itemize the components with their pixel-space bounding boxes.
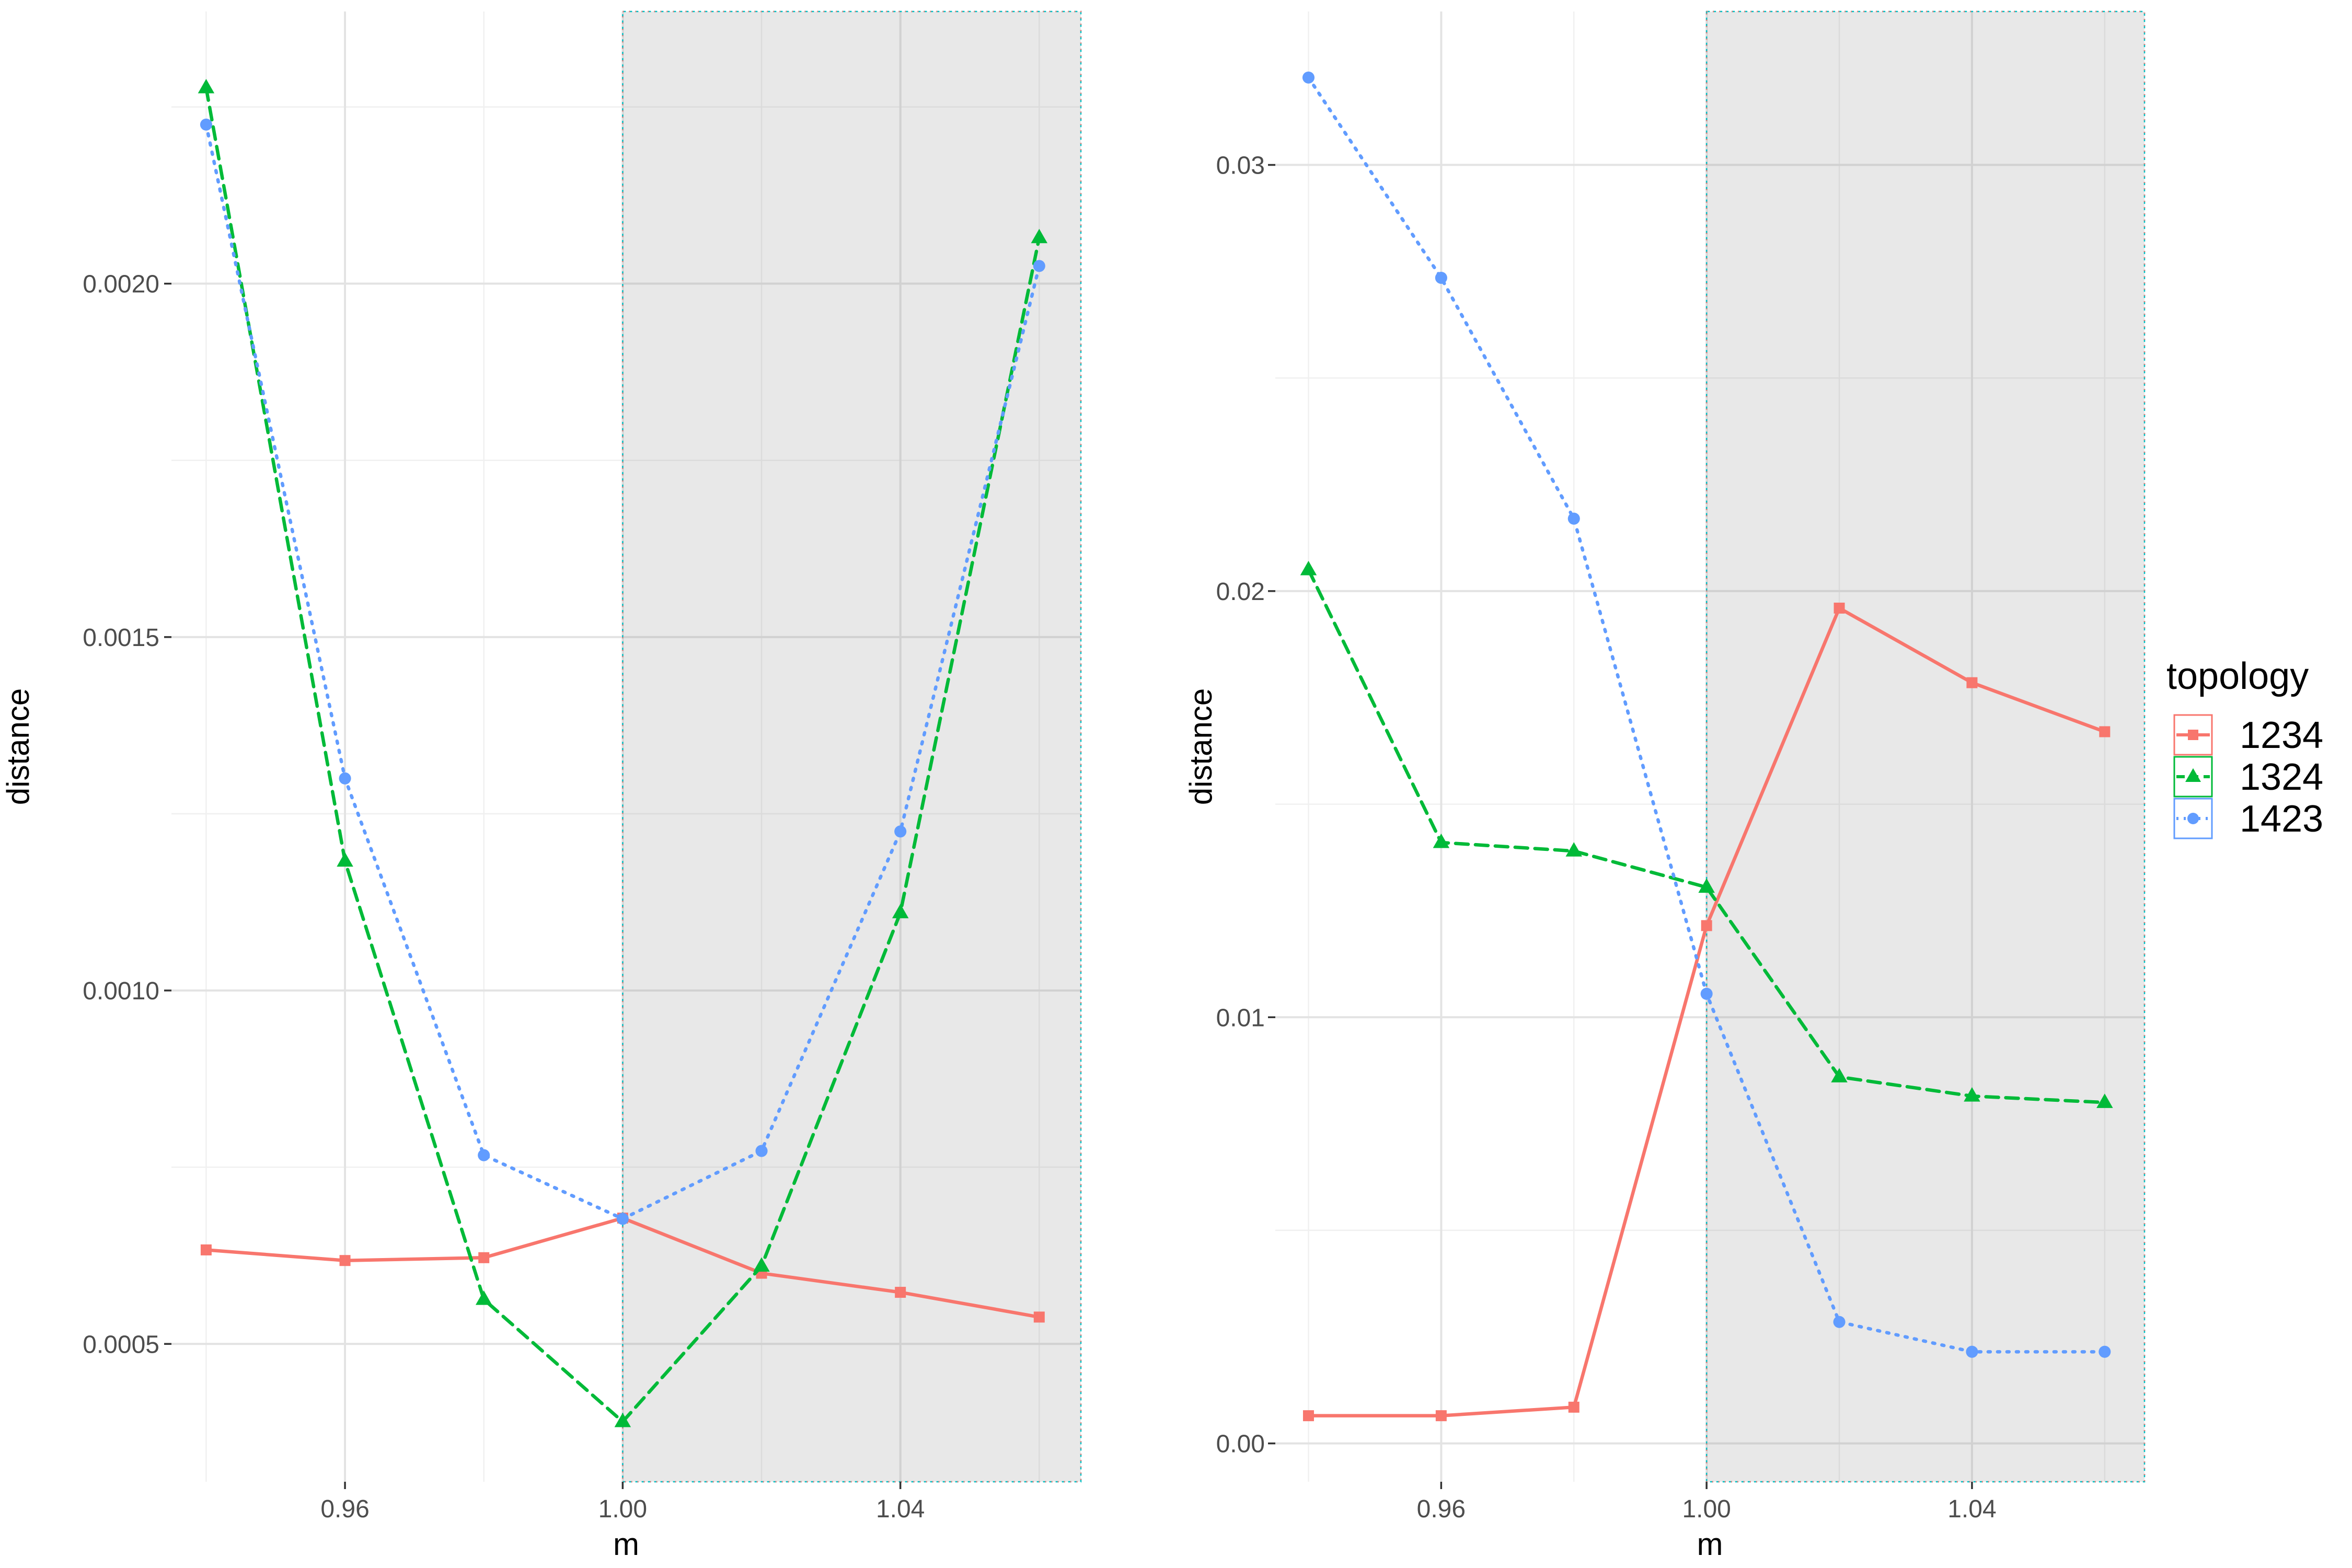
- data-point-1324: [1031, 228, 1048, 244]
- data-point-1234: [1834, 603, 1845, 614]
- data-point-1324: [1964, 1087, 1980, 1102]
- data-point-1234: [1435, 1410, 1447, 1422]
- data-point-1324: [892, 904, 909, 918]
- data-point-1423: [1833, 1316, 1846, 1328]
- data-point-1234: [895, 1287, 906, 1298]
- data-point-1423: [755, 1145, 768, 1157]
- data-point-1423: [2099, 1345, 2111, 1358]
- data-point-1234: [2099, 726, 2111, 737]
- data-point-1324: [337, 852, 353, 867]
- data-point-1324: [614, 1412, 631, 1427]
- data-point-1234: [1302, 1410, 1314, 1422]
- data-point-1324: [1698, 878, 1715, 893]
- legend-label-1423: 1423: [2240, 798, 2323, 840]
- y-axis-title: distance: [1, 688, 36, 805]
- data-point-1324: [475, 1290, 492, 1305]
- legend-title: topology: [2166, 655, 2309, 697]
- y-tick-label: 0.0005: [83, 1331, 159, 1358]
- x-tick-label: 1.00: [598, 1495, 647, 1523]
- x-tick-label: 0.96: [320, 1495, 369, 1523]
- data-point-1423: [894, 825, 907, 838]
- data-point-1423: [1302, 71, 1315, 84]
- data-point-1324: [198, 78, 215, 94]
- data-point-1423: [1966, 1345, 1978, 1358]
- shaded-region-border: [1705, 10, 2146, 1483]
- left-panel: 0.96 1.00 1.04 0.0005 0.0010 0.0015 0.0020 m dis…: [1, 10, 1082, 1562]
- x-axis-title: m: [1697, 1527, 1723, 1562]
- data-point-1423: [1435, 272, 1447, 284]
- data-point-1324: [753, 1257, 770, 1272]
- x-tick-label: 1.00: [1682, 1495, 1731, 1523]
- legend-key-marker: [2188, 730, 2198, 740]
- shaded-region: [622, 11, 1081, 1482]
- y-tick-label: 0.03: [1216, 152, 1265, 180]
- legend-key-marker: [2187, 813, 2199, 824]
- x-tick-label: 0.96: [1417, 1495, 1466, 1523]
- data-point-1423: [1700, 987, 1713, 1000]
- data-point-1234: [1568, 1401, 1579, 1413]
- y-tick-label: 0.0015: [83, 624, 159, 652]
- shaded-region: [1707, 11, 2145, 1482]
- data-point-1234: [1701, 920, 1712, 931]
- y-tick-label: 0.0020: [83, 271, 159, 298]
- legend-key-marker: [2185, 768, 2201, 782]
- data-point-1423: [200, 118, 212, 131]
- y-tick-label: 0.01: [1216, 1004, 1265, 1032]
- plot-background: [171, 11, 1081, 1482]
- plot-background: [1275, 11, 2145, 1482]
- data-point-1423: [478, 1149, 490, 1161]
- data-point-1234: [339, 1255, 351, 1266]
- x-tick-label: 1.04: [1947, 1495, 1996, 1523]
- legend-label-1234: 1234: [2240, 714, 2323, 756]
- shaded-region-border: [622, 10, 1082, 1483]
- x-tick-label: 1.04: [876, 1495, 925, 1523]
- legend-label-1324: 1324: [2240, 756, 2323, 798]
- y-tick-label: 0.00: [1216, 1431, 1265, 1458]
- data-point-1423: [616, 1213, 629, 1225]
- data-point-1234: [200, 1244, 212, 1255]
- data-point-1423: [339, 772, 351, 785]
- data-point-1324: [1433, 833, 1450, 848]
- y-tick-label: 0.02: [1216, 578, 1265, 606]
- y-axis-title: distance: [1183, 688, 1218, 805]
- data-point-1234: [478, 1252, 490, 1263]
- x-axis-title: m: [613, 1527, 639, 1562]
- data-point-1324: [2096, 1093, 2113, 1108]
- data-point-1324: [1565, 842, 1583, 857]
- data-point-1423: [1033, 260, 1045, 272]
- data-point-1324: [1831, 1068, 1848, 1082]
- data-point-1234: [1033, 1311, 1045, 1323]
- data-point-1423: [1567, 512, 1580, 525]
- data-point-1234: [1966, 677, 1978, 688]
- y-tick-label: 0.0010: [83, 977, 159, 1005]
- right-panel: 0.96 1.00 1.04 0.00 0.01 0.02 0.03 m distance: [1183, 10, 2146, 1562]
- data-point-1324: [1300, 561, 1317, 575]
